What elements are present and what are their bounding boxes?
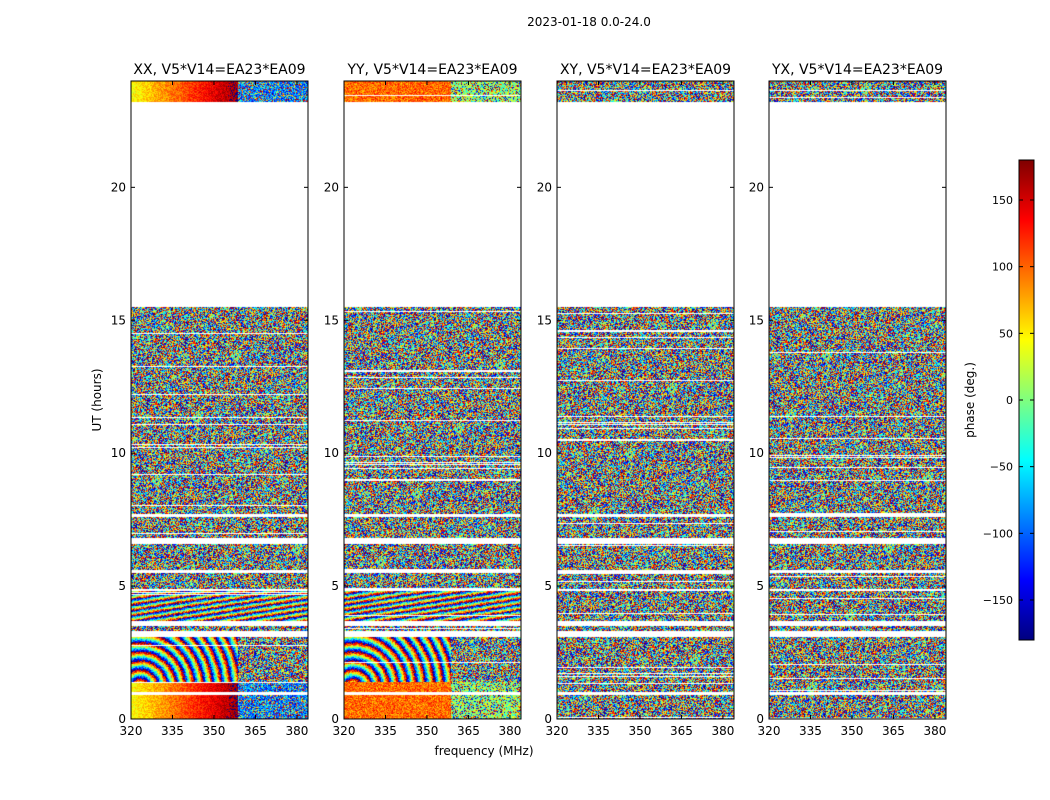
x-tick-label: 365 [244, 724, 267, 738]
colorbar-label: phase (deg.) [963, 362, 977, 438]
x-axis-label: frequency (MHz) [434, 744, 533, 758]
panel-frame [130, 80, 309, 720]
panel-3: XY, V5*V14=EA23*EA09 320 335 350 365 380 0 5 10 1… [537, 62, 735, 738]
panel-title: YY, V5*V14=EA23*EA09 [346, 62, 517, 78]
panel-title: XY, V5*V14=EA23*EA09 [560, 62, 731, 78]
x-tick-label: 380 [498, 724, 521, 738]
colorbar-tick-label: −150 [983, 594, 1013, 607]
y-tick-label: 20 [111, 180, 126, 194]
heatmap-canvas [769, 81, 946, 719]
panel-heatmap [769, 81, 946, 719]
x-tick-label: 365 [457, 724, 480, 738]
heatmap-canvas [557, 81, 734, 719]
x-tick-label: 335 [161, 724, 184, 738]
colorbar-tick-label: 100 [992, 261, 1013, 274]
panel-heatmap [131, 81, 308, 719]
panel-4: YX, V5*V14=EA23*EA09 320 335 350 365 380 0 5 10 1… [749, 62, 947, 738]
x-tick-label: 335 [587, 724, 610, 738]
x-tick-label: 320 [546, 724, 569, 738]
x-tick-label: 350 [629, 724, 652, 738]
y-tick-label: 10 [537, 446, 552, 460]
x-tick-label: 335 [374, 724, 397, 738]
y-tick-label: 10 [111, 446, 126, 460]
panel-frame [556, 80, 735, 720]
x-tick-label: 380 [711, 724, 734, 738]
x-tick-label: 380 [285, 724, 308, 738]
y-tick-label: 5 [118, 579, 126, 593]
y-tick-label: 5 [544, 579, 552, 593]
x-tick-label: 350 [203, 724, 226, 738]
x-tick-label: 320 [333, 724, 356, 738]
y-tick-label: 5 [331, 579, 339, 593]
y-axis-label: UT (hours) [90, 368, 104, 431]
colorbar-tick-label: 50 [999, 327, 1013, 340]
colorbar: 150 100 50 0 −50 −100 −150 phase (deg.) [963, 159, 1035, 641]
panel-2: YY, V5*V14=EA23*EA09 320 335 350 365 380 0 5 10 1… [324, 62, 522, 738]
y-tick-label: 0 [756, 712, 764, 726]
panel-frame [343, 80, 522, 720]
x-tick-label: 365 [882, 724, 905, 738]
y-tick-label: 0 [118, 712, 126, 726]
y-tick-label: 10 [749, 446, 764, 460]
colorbar-tick-label: 150 [992, 194, 1013, 207]
x-tick-label: 380 [923, 724, 946, 738]
y-tick-label: 10 [324, 446, 339, 460]
x-tick-label: 350 [416, 724, 439, 738]
y-tick-label: 20 [324, 180, 339, 194]
colorbar-tick-label: −50 [990, 461, 1013, 474]
y-tick-label: 15 [537, 313, 552, 327]
panel-title: XX, V5*V14=EA23*EA09 [133, 62, 305, 78]
x-tick-label: 320 [758, 724, 781, 738]
y-tick-label: 20 [749, 180, 764, 194]
panels: XX, V5*V14=EA23*EA09 320 335 350 365 380 0 5 10 1… [111, 62, 947, 738]
y-tick-label: 5 [756, 579, 764, 593]
heatmap-canvas [131, 81, 308, 719]
x-tick-label: 365 [670, 724, 693, 738]
x-tick-label: 350 [841, 724, 864, 738]
colorbar-ticks: 150 100 50 0 −50 −100 −150 [983, 194, 1034, 607]
panel-frame [768, 80, 947, 720]
colorbar-tick-label: 0 [1006, 394, 1013, 407]
y-tick-label: 15 [749, 313, 764, 327]
y-tick-label: 15 [324, 313, 339, 327]
x-tick-label: 320 [120, 724, 143, 738]
colorbar-tick-label: −100 [983, 527, 1013, 540]
panel-1: XX, V5*V14=EA23*EA09 320 335 350 365 380 0 5 10 1… [111, 62, 309, 738]
x-tick-label: 335 [799, 724, 822, 738]
heatmap-canvas [344, 81, 521, 719]
y-tick-label: 0 [331, 712, 339, 726]
y-tick-label: 20 [537, 180, 552, 194]
panel-heatmap [344, 81, 521, 719]
panel-heatmap [557, 81, 734, 719]
suptitle: 2023-01-18 0.0-24.0 [527, 15, 651, 29]
y-tick-label: 15 [111, 313, 126, 327]
y-tick-label: 0 [544, 712, 552, 726]
panel-title: YX, V5*V14=EA23*EA09 [771, 62, 943, 78]
